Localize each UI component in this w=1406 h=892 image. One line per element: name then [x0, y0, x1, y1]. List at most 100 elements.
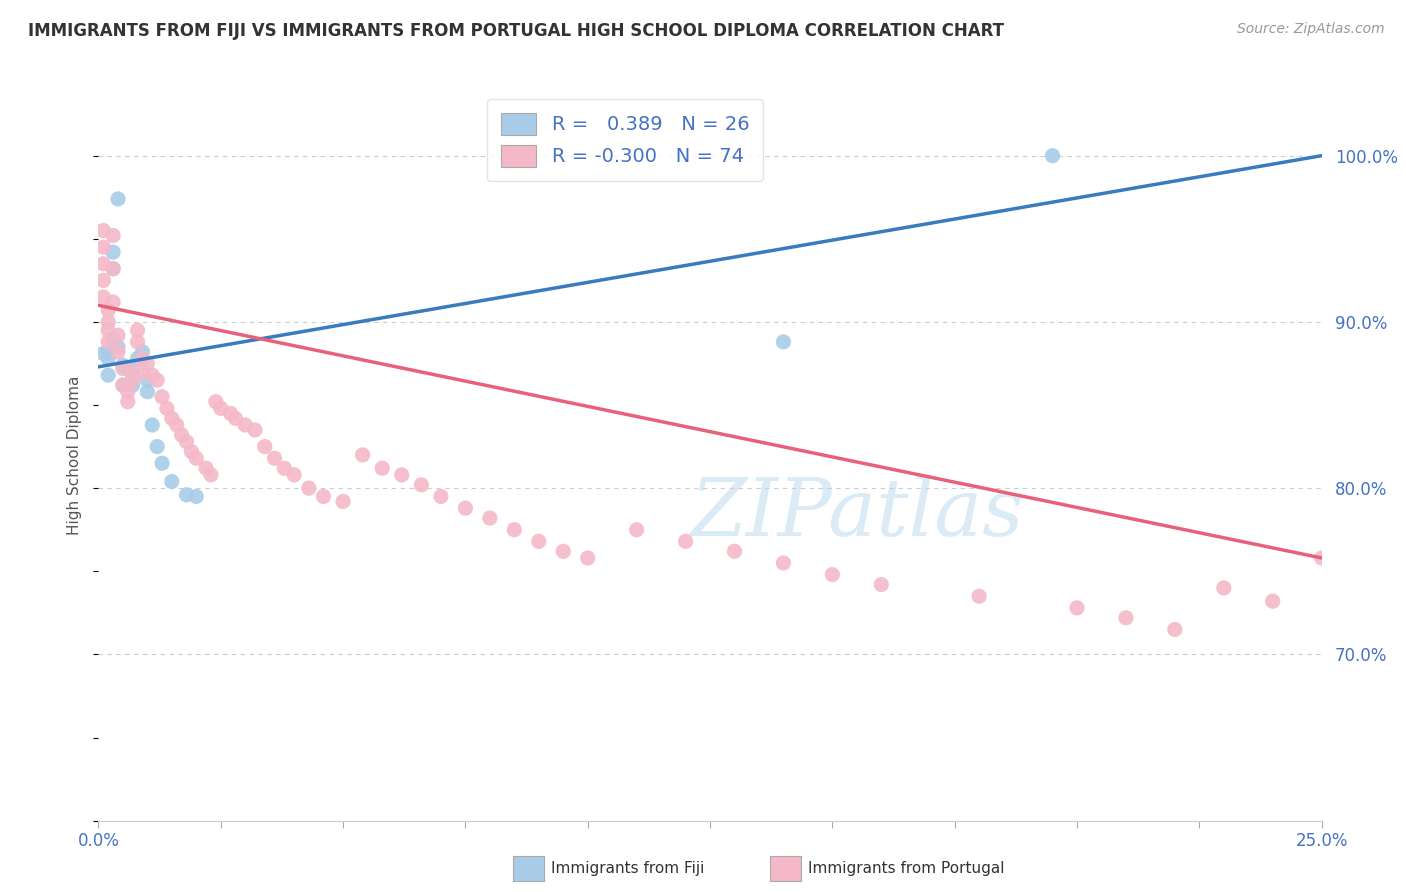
Point	[141, 368, 163, 383]
Point	[91, 273, 114, 287]
Point	[263, 451, 285, 466]
Point	[772, 556, 794, 570]
Point	[127, 351, 149, 366]
Point	[1310, 551, 1333, 566]
Point	[454, 501, 477, 516]
Point	[121, 373, 143, 387]
Point	[97, 334, 120, 349]
Point	[176, 434, 198, 449]
Point	[219, 406, 242, 420]
Point	[186, 451, 208, 466]
Point	[553, 544, 575, 558]
Point	[195, 461, 218, 475]
Point	[298, 481, 321, 495]
Point	[111, 358, 134, 372]
Point	[430, 490, 453, 504]
Point	[176, 488, 198, 502]
Point	[224, 411, 246, 425]
Point	[97, 315, 120, 329]
Point	[1212, 581, 1234, 595]
Point	[131, 351, 153, 366]
Point	[283, 467, 305, 482]
Point	[870, 577, 893, 591]
Point	[352, 448, 374, 462]
Point	[97, 344, 120, 359]
Point	[160, 475, 183, 489]
Point	[253, 440, 276, 454]
Point	[576, 551, 599, 566]
Point	[1066, 600, 1088, 615]
Point	[243, 423, 266, 437]
Point	[97, 351, 120, 366]
Legend: R =   0.389   N = 26, R = -0.300   N = 74: R = 0.389 N = 26, R = -0.300 N = 74	[488, 99, 762, 181]
Point	[111, 378, 134, 392]
Point	[121, 368, 143, 383]
Point	[772, 334, 794, 349]
Point	[626, 523, 648, 537]
Point	[170, 428, 193, 442]
Point	[121, 378, 143, 392]
Point	[1261, 594, 1284, 608]
Point	[101, 295, 124, 310]
Point	[107, 328, 129, 343]
Point	[478, 511, 501, 525]
Text: IMMIGRANTS FROM FIJI VS IMMIGRANTS FROM PORTUGAL HIGH SCHOOL DIPLOMA CORRELATION: IMMIGRANTS FROM FIJI VS IMMIGRANTS FROM …	[28, 22, 1004, 40]
Point	[101, 228, 124, 243]
Point	[91, 240, 114, 254]
Point	[117, 361, 139, 376]
Point	[91, 257, 114, 271]
Y-axis label: High School Diploma: High School Diploma	[67, 376, 83, 534]
Point	[1164, 623, 1187, 637]
Point	[411, 478, 433, 492]
Point	[136, 357, 159, 371]
Point	[117, 394, 139, 409]
Point	[503, 523, 526, 537]
Point	[675, 534, 697, 549]
Point	[101, 245, 124, 260]
Point	[1042, 149, 1064, 163]
Point	[723, 544, 745, 558]
Point	[371, 461, 394, 475]
Point	[209, 401, 232, 416]
Point	[205, 394, 228, 409]
Point	[156, 401, 179, 416]
Point	[107, 344, 129, 359]
Point	[821, 567, 844, 582]
Point	[127, 323, 149, 337]
Point	[273, 461, 295, 475]
Point	[312, 490, 335, 504]
Point	[121, 365, 143, 379]
Point	[180, 444, 202, 458]
Text: Immigrants from Fiji: Immigrants from Fiji	[551, 862, 704, 876]
Point	[91, 223, 114, 237]
Point	[141, 417, 163, 432]
Point	[391, 467, 413, 482]
Point	[97, 323, 120, 337]
Point	[136, 384, 159, 399]
Point	[233, 417, 256, 432]
Point	[107, 340, 129, 354]
Point	[150, 390, 173, 404]
Point	[97, 303, 120, 318]
Point	[107, 192, 129, 206]
Point	[332, 494, 354, 508]
Point	[146, 373, 169, 387]
Point	[1115, 611, 1137, 625]
Point	[111, 378, 134, 392]
Text: Source: ZipAtlas.com: Source: ZipAtlas.com	[1237, 22, 1385, 37]
Point	[91, 346, 114, 360]
Point	[200, 467, 222, 482]
Point	[166, 417, 188, 432]
Point	[186, 490, 208, 504]
Point	[131, 365, 153, 379]
Point	[160, 411, 183, 425]
Point	[101, 261, 124, 276]
Point	[146, 440, 169, 454]
Text: Immigrants from Portugal: Immigrants from Portugal	[808, 862, 1005, 876]
Point	[101, 261, 124, 276]
Point	[967, 589, 990, 603]
Point	[131, 344, 153, 359]
Point	[91, 290, 114, 304]
Point	[150, 456, 173, 470]
Point	[101, 332, 124, 346]
